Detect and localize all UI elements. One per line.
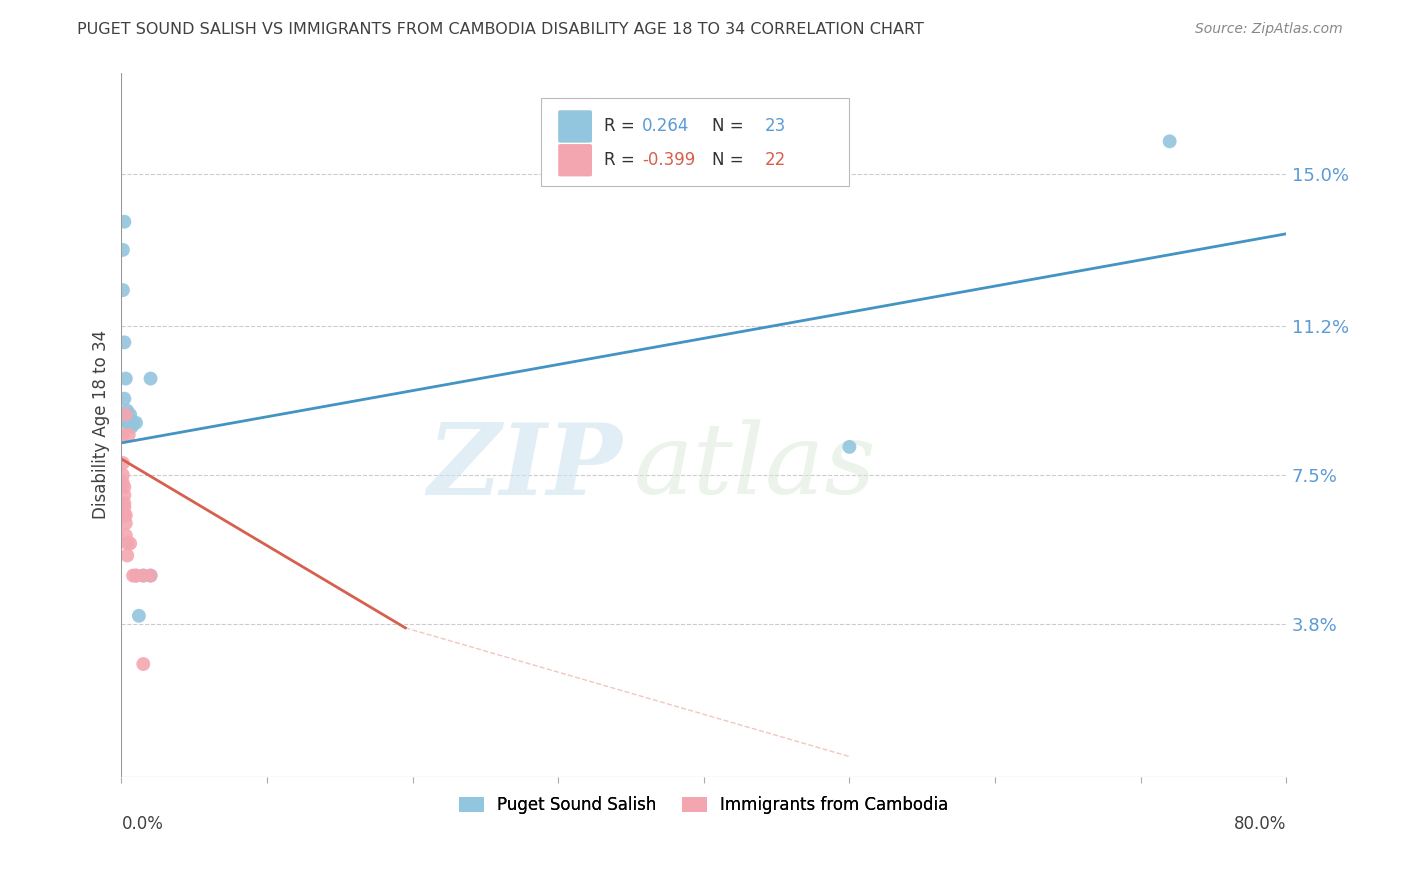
Text: 22: 22 <box>765 152 786 169</box>
Point <box>139 568 162 582</box>
Point <box>114 408 136 422</box>
Point <box>117 549 139 563</box>
Point <box>112 488 135 502</box>
Point <box>114 508 136 523</box>
Point <box>112 480 135 494</box>
Point <box>112 335 135 350</box>
Text: R =: R = <box>603 118 640 136</box>
Text: PUGET SOUND SALISH VS IMMIGRANTS FROM CAMBODIA DISABILITY AGE 18 TO 34 CORRELATI: PUGET SOUND SALISH VS IMMIGRANTS FROM CA… <box>77 22 924 37</box>
Point <box>118 428 141 442</box>
Point <box>125 568 148 582</box>
Point <box>117 536 139 550</box>
Point <box>128 608 150 623</box>
Point <box>112 500 135 515</box>
Point <box>139 371 162 385</box>
Point <box>114 516 136 531</box>
Text: N =: N = <box>711 118 749 136</box>
Point <box>118 416 141 430</box>
Point <box>122 416 145 430</box>
Point <box>121 419 143 434</box>
Point <box>112 508 135 523</box>
Text: R =: R = <box>603 152 640 169</box>
Point <box>111 456 134 470</box>
Point <box>132 568 155 582</box>
Point <box>117 416 139 430</box>
Point <box>117 411 139 425</box>
Point <box>114 408 136 422</box>
Point <box>132 568 155 582</box>
Text: atlas: atlas <box>634 419 877 515</box>
FancyBboxPatch shape <box>558 144 592 177</box>
Point <box>117 403 139 417</box>
Point <box>122 568 145 582</box>
Text: N =: N = <box>711 152 749 169</box>
Point <box>838 440 860 454</box>
Point <box>114 371 136 385</box>
Text: 23: 23 <box>765 118 786 136</box>
Point <box>114 528 136 542</box>
Point <box>111 428 134 442</box>
Point <box>132 657 155 671</box>
Text: 0.264: 0.264 <box>643 118 689 136</box>
FancyBboxPatch shape <box>558 111 592 143</box>
FancyBboxPatch shape <box>541 97 849 186</box>
Point <box>1159 134 1181 148</box>
Point <box>120 408 142 422</box>
Text: -0.399: -0.399 <box>643 152 696 169</box>
Point <box>125 568 148 582</box>
Text: Source: ZipAtlas.com: Source: ZipAtlas.com <box>1195 22 1343 37</box>
Point <box>112 215 135 229</box>
Point <box>139 568 162 582</box>
Point <box>111 243 134 257</box>
Legend: Puget Sound Salish, Immigrants from Cambodia: Puget Sound Salish, Immigrants from Camb… <box>453 789 955 821</box>
Point <box>125 416 148 430</box>
Point <box>111 468 134 483</box>
Point <box>111 283 134 297</box>
Point <box>112 392 135 406</box>
Text: 80.0%: 80.0% <box>1233 815 1286 833</box>
Text: ZIP: ZIP <box>427 418 623 516</box>
Text: 0.0%: 0.0% <box>121 815 163 833</box>
Point <box>111 476 134 491</box>
Point <box>118 411 141 425</box>
Point <box>112 496 135 510</box>
Point <box>120 536 142 550</box>
Y-axis label: Disability Age 18 to 34: Disability Age 18 to 34 <box>93 330 110 519</box>
